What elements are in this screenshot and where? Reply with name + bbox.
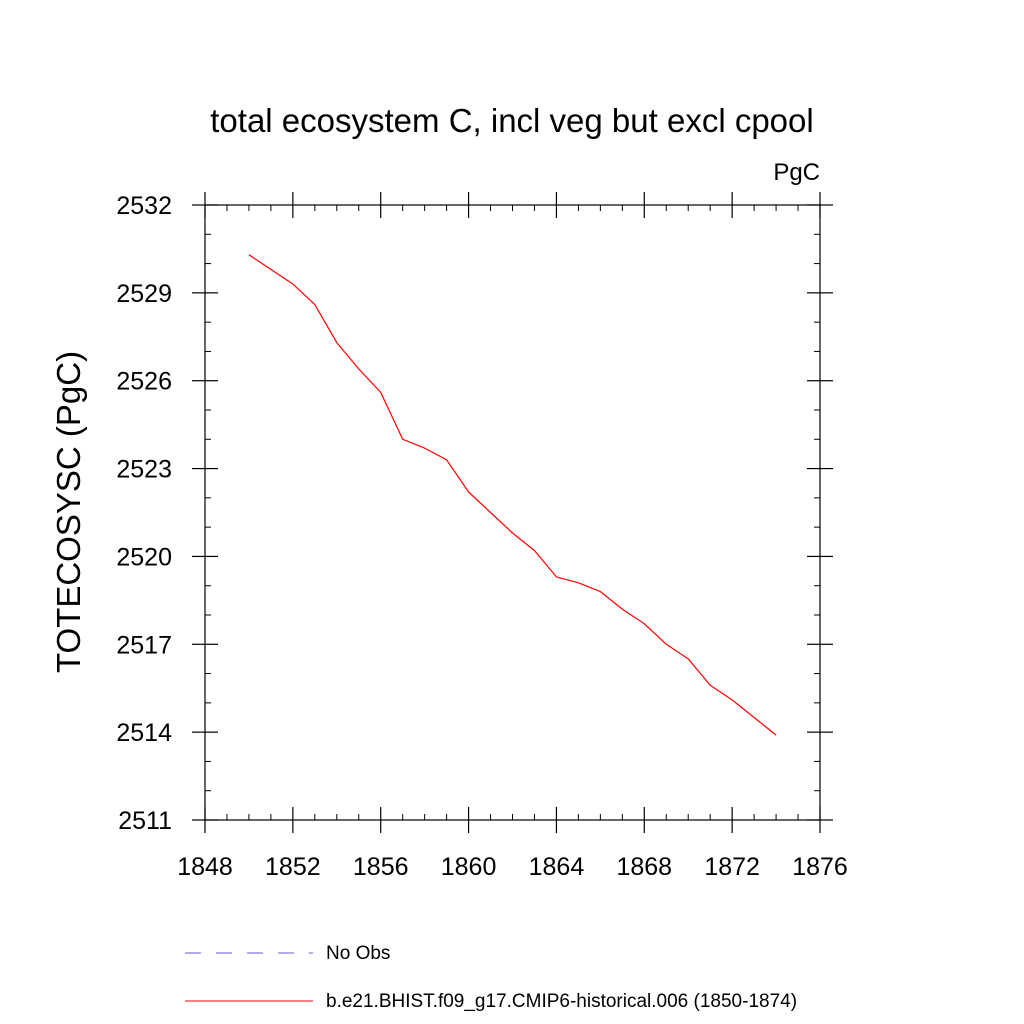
- axis-ticks: [192, 192, 833, 833]
- y-tick-label: 2517: [116, 631, 172, 659]
- x-tick-label: 1864: [529, 853, 585, 881]
- x-tick-label: 1860: [441, 853, 497, 881]
- series-line-0: [248, 254, 777, 736]
- y-tick-label: 2523: [116, 456, 172, 484]
- x-tick-label: 1848: [177, 853, 233, 881]
- x-tick-label: 1868: [616, 853, 672, 881]
- y-tick-labels: 2511 2514 2517 2520 2523 2526 2529 2532: [116, 192, 172, 835]
- y-tick-label: 2511: [118, 807, 172, 835]
- y-tick-label: 2514: [116, 719, 172, 747]
- legend: No Obs b.e21.BHIST.f09_g17.CMIP6-histori…: [185, 943, 797, 1012]
- y-tick-label: 2532: [116, 192, 172, 220]
- x-tick-label: 1856: [353, 853, 409, 881]
- x-tick-labels: 1848 1852 1856 1860 1864 1868 1872 1876: [177, 853, 848, 881]
- chart-title: total ecosystem C, incl veg but excl cpo…: [210, 102, 813, 139]
- legend-label-no-obs: No Obs: [326, 943, 390, 964]
- x-tick-label: 1852: [265, 853, 321, 881]
- legend-label-historical: b.e21.BHIST.f09_g17.CMIP6-historical.006…: [326, 991, 797, 1012]
- x-tick-label: 1876: [792, 853, 848, 881]
- y-axis-label: TOTECOSYSC (PgC): [50, 351, 87, 673]
- units-label: PgC: [773, 159, 820, 186]
- y-tick-label: 2526: [116, 368, 172, 396]
- plot-frame: [204, 204, 821, 821]
- y-tick-label: 2529: [116, 280, 172, 308]
- series-layer: [248, 254, 777, 736]
- x-tick-label: 1872: [704, 853, 760, 881]
- y-tick-label: 2520: [116, 543, 172, 571]
